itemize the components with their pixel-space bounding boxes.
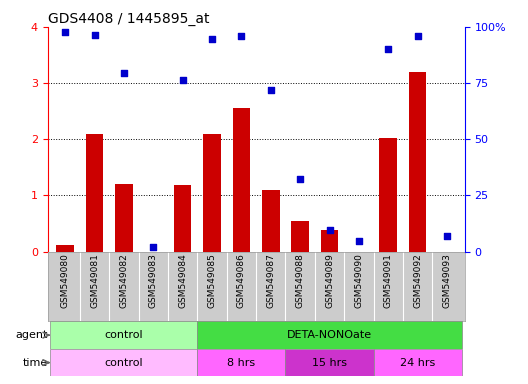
Text: GSM549086: GSM549086 (237, 253, 246, 308)
Text: time: time (23, 358, 48, 367)
Point (237, 33, 246, 40)
Text: 8 hrs: 8 hrs (228, 358, 256, 367)
Text: 15 hrs: 15 hrs (312, 358, 347, 367)
Text: GSM549093: GSM549093 (442, 253, 451, 308)
Bar (291, 221, 309, 252)
Bar (262, 190, 280, 252)
Point (267, 87, 275, 93)
Text: GSM549089: GSM549089 (325, 253, 334, 308)
Text: GSM549084: GSM549084 (178, 253, 187, 308)
Text: 24 hrs: 24 hrs (400, 358, 435, 367)
Bar (197, 321, 461, 349)
Point (208, 36, 216, 42)
Text: GSM549080: GSM549080 (61, 253, 70, 308)
Point (355, 238, 363, 245)
Bar (174, 185, 192, 252)
Text: DETA-NONOate: DETA-NONOate (287, 330, 372, 340)
Text: GSM549087: GSM549087 (266, 253, 275, 308)
Text: GSM549091: GSM549091 (384, 253, 393, 308)
Bar (86, 134, 103, 252)
Bar (197, 349, 286, 376)
Point (413, 33, 422, 40)
Bar (286, 349, 374, 376)
Point (61, 30, 69, 36)
Text: GSM549082: GSM549082 (119, 253, 128, 308)
Text: control: control (105, 358, 143, 367)
Text: GSM549085: GSM549085 (208, 253, 216, 308)
Text: GSM549081: GSM549081 (90, 253, 99, 308)
Bar (409, 72, 427, 252)
Point (443, 233, 451, 239)
Text: GSM549092: GSM549092 (413, 253, 422, 308)
Text: control: control (105, 330, 143, 340)
Bar (374, 349, 461, 376)
Bar (51, 321, 197, 349)
Bar (115, 184, 133, 252)
Text: GSM549083: GSM549083 (149, 253, 158, 308)
Bar (320, 230, 338, 252)
Point (178, 76, 187, 83)
Text: GSM549088: GSM549088 (296, 253, 305, 308)
Point (149, 244, 157, 250)
Point (384, 46, 392, 53)
Point (120, 70, 128, 76)
Bar (51, 349, 197, 376)
Bar (203, 134, 221, 252)
Bar (56, 245, 74, 252)
Text: agent: agent (16, 330, 48, 340)
Point (296, 175, 304, 182)
Point (90, 32, 99, 38)
Text: GSM549090: GSM549090 (354, 253, 363, 308)
Bar (232, 108, 250, 252)
Text: GDS4408 / 1445895_at: GDS4408 / 1445895_at (48, 12, 209, 26)
Point (325, 227, 334, 233)
Bar (380, 137, 397, 252)
